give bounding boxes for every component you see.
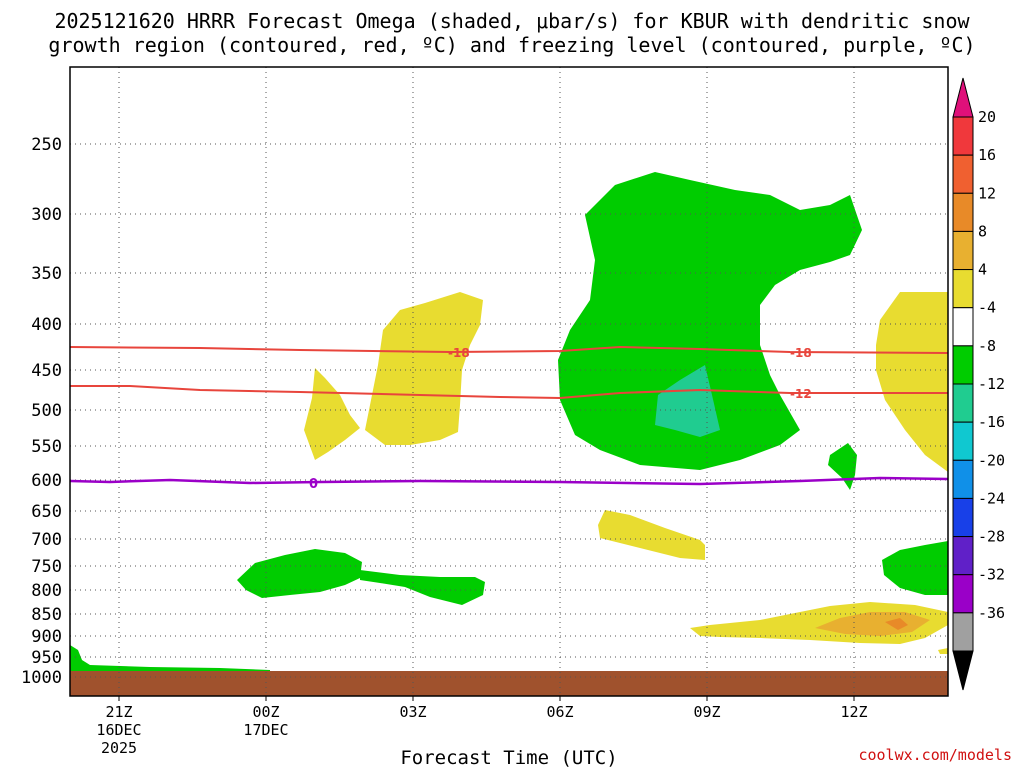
colorbar-label: -32 bbox=[978, 566, 1005, 584]
y-tick-label: 750 bbox=[31, 557, 62, 577]
omega-region-yellow-2 bbox=[365, 292, 483, 445]
y-tick-label: 850 bbox=[31, 605, 62, 625]
x-tick-labels: 21Z 16DEC 2025 00Z 17DEC 03Z 06Z 09Z 12Z bbox=[96, 703, 867, 757]
y-tick-label: 900 bbox=[31, 627, 62, 647]
x-tick-label: 06Z bbox=[546, 703, 573, 721]
contour-zero bbox=[69, 476, 949, 486]
colorbar-label: 16 bbox=[978, 146, 996, 164]
omega-region-green-right bbox=[882, 541, 948, 595]
colorbar-segment bbox=[952, 459, 974, 499]
y-tick-label: 450 bbox=[31, 361, 62, 381]
contour-label-minus18-a: -18 bbox=[448, 346, 470, 360]
colorbar-label: 8 bbox=[978, 222, 987, 240]
y-tick-label: 800 bbox=[31, 581, 62, 601]
x-tick-sublabel: 16DEC bbox=[96, 721, 141, 739]
colorbar-label: -28 bbox=[978, 528, 1005, 546]
y-tick-label: 250 bbox=[31, 135, 62, 155]
chart-title-line1: 2025121620 HRRR Forecast Omega (shaded, … bbox=[54, 9, 970, 33]
omega-region-yellow-3 bbox=[598, 510, 705, 560]
y-tick-labels: 250 300 350 400 450 500 550 600 650 700 … bbox=[21, 135, 62, 688]
colorbar: 20 16 12 8 4 -4 -8 -12 -16 -20 -24 -28 -32 -36 bbox=[952, 77, 1005, 691]
colorbar-segment bbox=[952, 154, 974, 194]
omega-region-yellow-small bbox=[938, 648, 948, 654]
colorbar-bottom-arrow bbox=[952, 650, 974, 691]
plot-frame bbox=[69, 66, 949, 697]
x-tick-label: 09Z bbox=[693, 703, 720, 721]
colorbar-label: -24 bbox=[978, 489, 1005, 507]
colorbar-segment bbox=[952, 421, 974, 461]
x-tick-label: 00Z bbox=[252, 703, 279, 721]
contour-lines bbox=[69, 345, 949, 486]
colorbar-label: -36 bbox=[978, 604, 1005, 622]
colorbar-segments bbox=[952, 116, 974, 652]
omega-region-orange bbox=[815, 612, 930, 636]
y-tick-label: 400 bbox=[31, 315, 62, 335]
contour-minus18 bbox=[69, 345, 949, 354]
colorbar-segment bbox=[952, 230, 974, 271]
omega-region-green-left bbox=[237, 549, 362, 598]
y-tick-label: 500 bbox=[31, 401, 62, 421]
colorbar-label: -12 bbox=[978, 375, 1005, 393]
x-tick-label: 12Z bbox=[840, 703, 867, 721]
omega-region-green-surface bbox=[70, 645, 270, 672]
colorbar-segment bbox=[952, 497, 974, 538]
x-axis-label: Forecast Time (UTC) bbox=[400, 747, 617, 768]
omega-region-green-extension bbox=[360, 570, 485, 605]
y-tick-label: 950 bbox=[31, 648, 62, 668]
x-tick-sublabel: 2025 bbox=[101, 739, 137, 757]
chart-title-line2: growth region (contoured, red, ºC) and f… bbox=[48, 33, 975, 57]
colorbar-label: -16 bbox=[978, 413, 1005, 431]
colorbar-segment bbox=[952, 612, 974, 652]
colorbar-top-arrow bbox=[952, 77, 974, 118]
omega-shading bbox=[70, 172, 948, 672]
y-tick-label: 700 bbox=[31, 530, 62, 550]
colorbar-segment bbox=[952, 269, 974, 309]
colorbar-label: -4 bbox=[978, 299, 996, 317]
y-tick-label: 350 bbox=[31, 264, 62, 284]
omega-region-yellow-right bbox=[876, 292, 948, 472]
colorbar-label: 4 bbox=[978, 261, 987, 279]
colorbar-labels: 20 16 12 8 4 -4 -8 -12 -16 -20 -24 -28 -32 -36 bbox=[978, 108, 1005, 622]
colorbar-label: -20 bbox=[978, 451, 1005, 469]
contour-label-zero: 0 bbox=[309, 477, 318, 492]
x-tick-label: 03Z bbox=[399, 703, 426, 721]
x-tick-marks bbox=[118, 696, 855, 701]
plot-area bbox=[70, 67, 948, 696]
omega-region-orange-core bbox=[885, 618, 908, 630]
colorbar-segment bbox=[952, 536, 974, 576]
colorbar-segment bbox=[952, 574, 974, 614]
y-tick-label: 550 bbox=[31, 437, 62, 457]
y-tick-label: 600 bbox=[31, 471, 62, 491]
y-tick-label: 300 bbox=[31, 205, 62, 225]
x-tick-sublabel: 17DEC bbox=[243, 721, 288, 739]
credit-text: coolwx.com/models bbox=[858, 746, 1012, 764]
omega-region-yellow-1 bbox=[304, 368, 360, 460]
colorbar-segment bbox=[952, 116, 974, 156]
colorbar-segment bbox=[952, 345, 974, 385]
colorbar-label: 12 bbox=[978, 184, 996, 202]
y-tick-label: 1000 bbox=[21, 668, 62, 688]
ground-fill bbox=[70, 671, 948, 696]
omega-region-green-central bbox=[558, 172, 862, 470]
colorbar-segment bbox=[952, 383, 974, 423]
x-tick-label: 21Z bbox=[105, 703, 132, 721]
contour-minus12 bbox=[70, 385, 948, 400]
colorbar-segment bbox=[952, 307, 974, 347]
contour-label-minus12: -12 bbox=[790, 387, 812, 401]
y-tick-label: 650 bbox=[31, 502, 62, 522]
colorbar-label: -8 bbox=[978, 337, 996, 355]
colorbar-segment bbox=[952, 192, 974, 232]
colorbar-label: 20 bbox=[978, 108, 996, 126]
omega-region-teal bbox=[655, 365, 720, 437]
contour-label-minus18-b: -18 bbox=[790, 346, 812, 360]
